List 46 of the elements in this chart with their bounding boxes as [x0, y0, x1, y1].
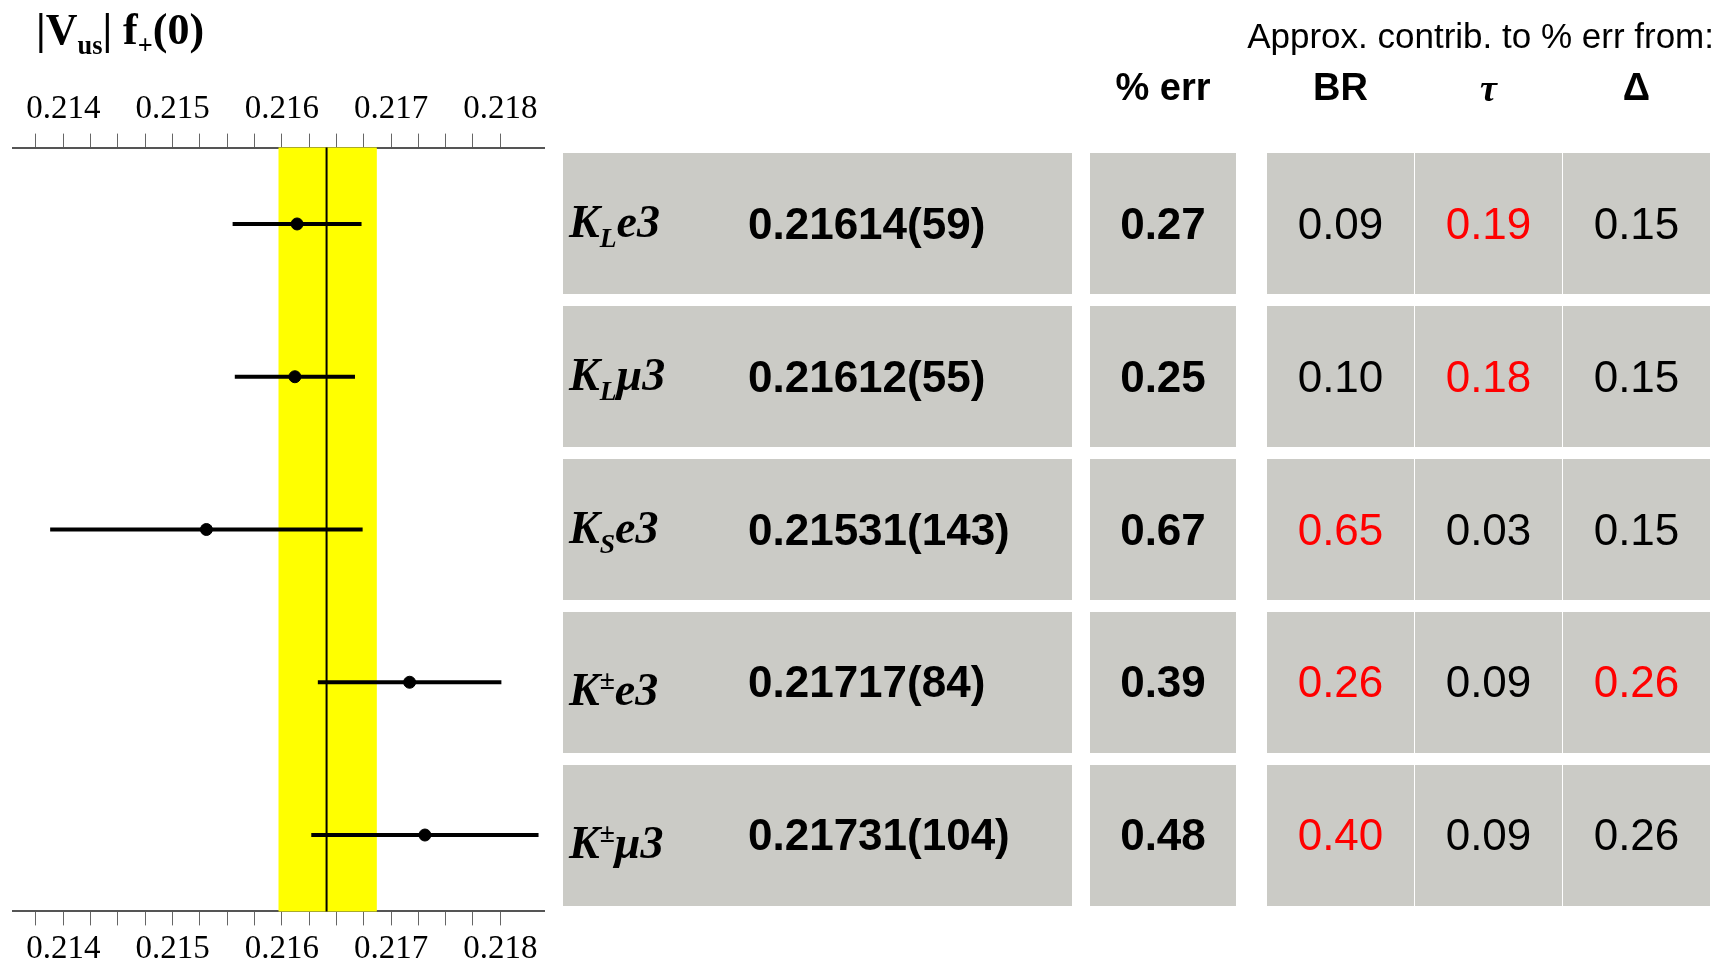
x-tick-label: Δ: [1622, 66, 1651, 109]
data-label: 0.10: [1267, 306, 1414, 448]
y-tick-label: 0.21612(55): [748, 351, 986, 402]
x-tick-label: τ: [1480, 66, 1497, 110]
data-label: 0.09: [1415, 611, 1562, 753]
y-tick-label: K$_{L}$μ3: [569, 347, 666, 408]
chart-title: Approx. contrib. to % err from:: [1247, 16, 1714, 56]
x-tick-label: BR: [1313, 66, 1368, 109]
y-tick-label: 0.21717(84): [748, 657, 986, 708]
y-tick-label: K$^{±}$μ3: [569, 816, 664, 871]
point: [288, 370, 302, 384]
data-label: 0.18: [1415, 306, 1562, 448]
y-tick-label: 0.21614(59): [748, 198, 986, 249]
data-label: 0.67: [1090, 459, 1236, 600]
x-tick-label: 0.215: [135, 928, 210, 965]
data-label: 0.25: [1090, 306, 1236, 448]
data-label: 0.19: [1415, 153, 1562, 295]
y-tick-label: K$^{±}$e3: [569, 663, 659, 718]
data-label: 0.39: [1090, 611, 1236, 753]
point: [290, 217, 304, 231]
data-label: 0.15: [1563, 306, 1710, 448]
data-label: 0.40: [1267, 764, 1414, 906]
y-tick-label: K$_{L}$e3: [569, 194, 660, 256]
data-label: 0.09: [1267, 153, 1414, 295]
y-tick-label: 0.21731(104): [748, 810, 1010, 861]
data-label: 0.48: [1090, 764, 1236, 906]
x-tick-label: 0.216: [244, 928, 319, 965]
point: [418, 828, 432, 842]
data-label: 0.03: [1415, 459, 1562, 600]
point: [199, 523, 213, 536]
y-tick-label: 0.21531(143): [748, 504, 1010, 555]
point: [403, 675, 417, 689]
x-tick-label: 0.217: [353, 928, 429, 965]
data-label: 0.15: [1563, 459, 1710, 600]
x-tick-label: 0.218: [463, 928, 538, 965]
chart-title: |V$_{us}$| f$_{+}$(0): [36, 4, 205, 61]
data-label: 0.15: [1563, 153, 1710, 295]
data-label: 0.26: [1563, 764, 1710, 906]
data-label: 0.09: [1415, 764, 1562, 906]
data-label: 0.26: [1563, 611, 1710, 753]
data-label: 0.27: [1090, 153, 1236, 295]
x-tick-label: 0.214: [26, 928, 101, 965]
y-tick-label: K$_{S}$e3: [569, 500, 659, 561]
x-tick-label: % err: [1115, 66, 1211, 109]
data-label: 0.26: [1267, 611, 1414, 753]
data-label: 0.65: [1267, 459, 1414, 600]
